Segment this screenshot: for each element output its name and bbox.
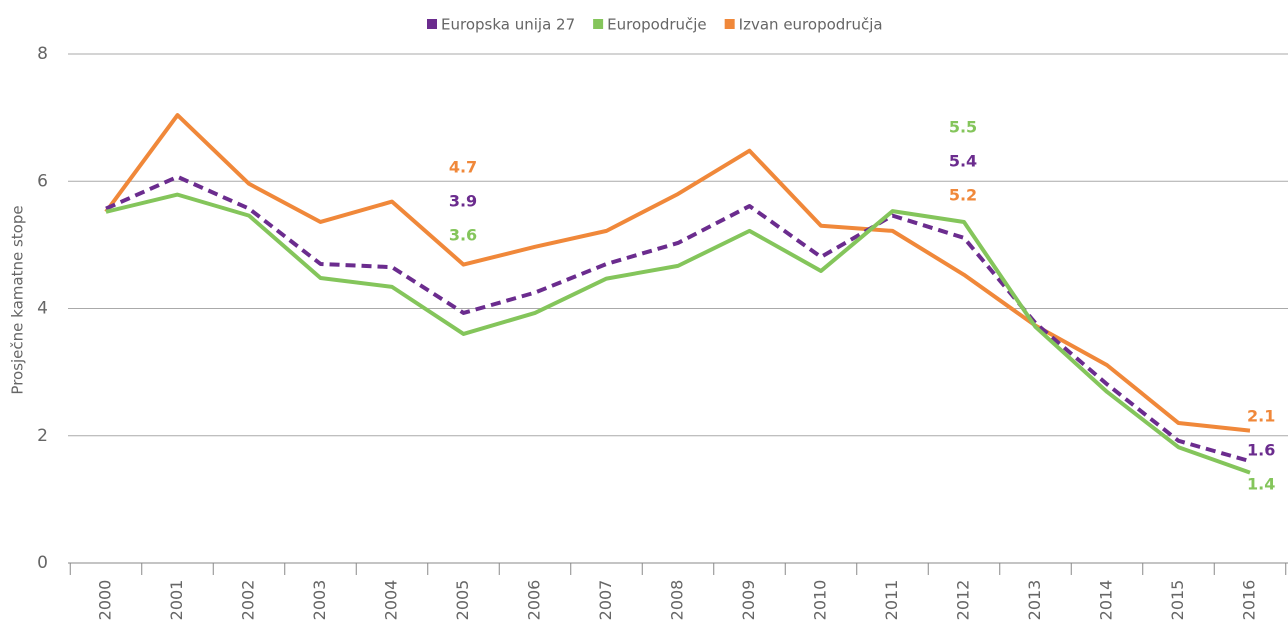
x-tick-label: 2005 xyxy=(453,580,472,621)
legend: Europska unija 27 Europodručje Izvan europ… xyxy=(427,16,883,34)
legend-label: Europska unija 27 xyxy=(441,16,575,34)
x-tick-label: 2002 xyxy=(239,580,258,621)
y-tick-label: 6 xyxy=(37,171,48,191)
legend-swatch xyxy=(427,19,437,29)
x-tick-label: 2014 xyxy=(1097,580,1116,621)
y-tick-label: 4 xyxy=(37,299,48,319)
data-label: 1.6 xyxy=(1247,441,1275,460)
legend-swatch xyxy=(724,19,735,29)
x-tick-label: 2000 xyxy=(96,580,115,621)
x-tick-label: 2011 xyxy=(882,580,901,621)
data-label: 5.5 xyxy=(949,118,977,137)
data-label: 5.2 xyxy=(949,186,977,205)
data-label: 4.7 xyxy=(449,158,477,177)
x-tick-label: 2001 xyxy=(167,580,186,621)
x-tick-label: 2015 xyxy=(1168,580,1187,621)
x-tick-label: 2006 xyxy=(525,580,544,621)
data-label: 1.4 xyxy=(1247,475,1275,494)
x-tick-label: 2012 xyxy=(954,580,973,621)
x-tick-label: 2004 xyxy=(382,580,401,621)
data-label: 2.1 xyxy=(1247,407,1275,426)
legend-label: Europodručje xyxy=(607,16,707,34)
series-line xyxy=(105,192,1251,475)
y-tick-label: 2 xyxy=(37,426,48,446)
x-tick-label: 2008 xyxy=(668,580,687,621)
data-label: 5.4 xyxy=(949,152,977,171)
y-axis-label: Prosječne kamatne stope xyxy=(9,205,27,394)
series-line xyxy=(104,113,1251,433)
y-tick-label: 0 xyxy=(37,553,48,573)
x-tick-label: 2016 xyxy=(1240,580,1259,621)
x-tick-label: 2003 xyxy=(310,580,329,621)
legend-label: Izvan europodručja xyxy=(739,16,883,34)
series-line xyxy=(105,174,1251,464)
data-label: 3.9 xyxy=(449,192,477,211)
data-label: 3.6 xyxy=(449,226,477,245)
x-tick-label: 2010 xyxy=(811,580,830,621)
legend-swatch xyxy=(593,19,604,29)
x-tick-label: 2009 xyxy=(739,580,758,621)
x-tick-label: 2013 xyxy=(1025,580,1044,621)
x-tick-label: 2007 xyxy=(596,580,615,621)
y-tick-label: 8 xyxy=(37,44,48,64)
